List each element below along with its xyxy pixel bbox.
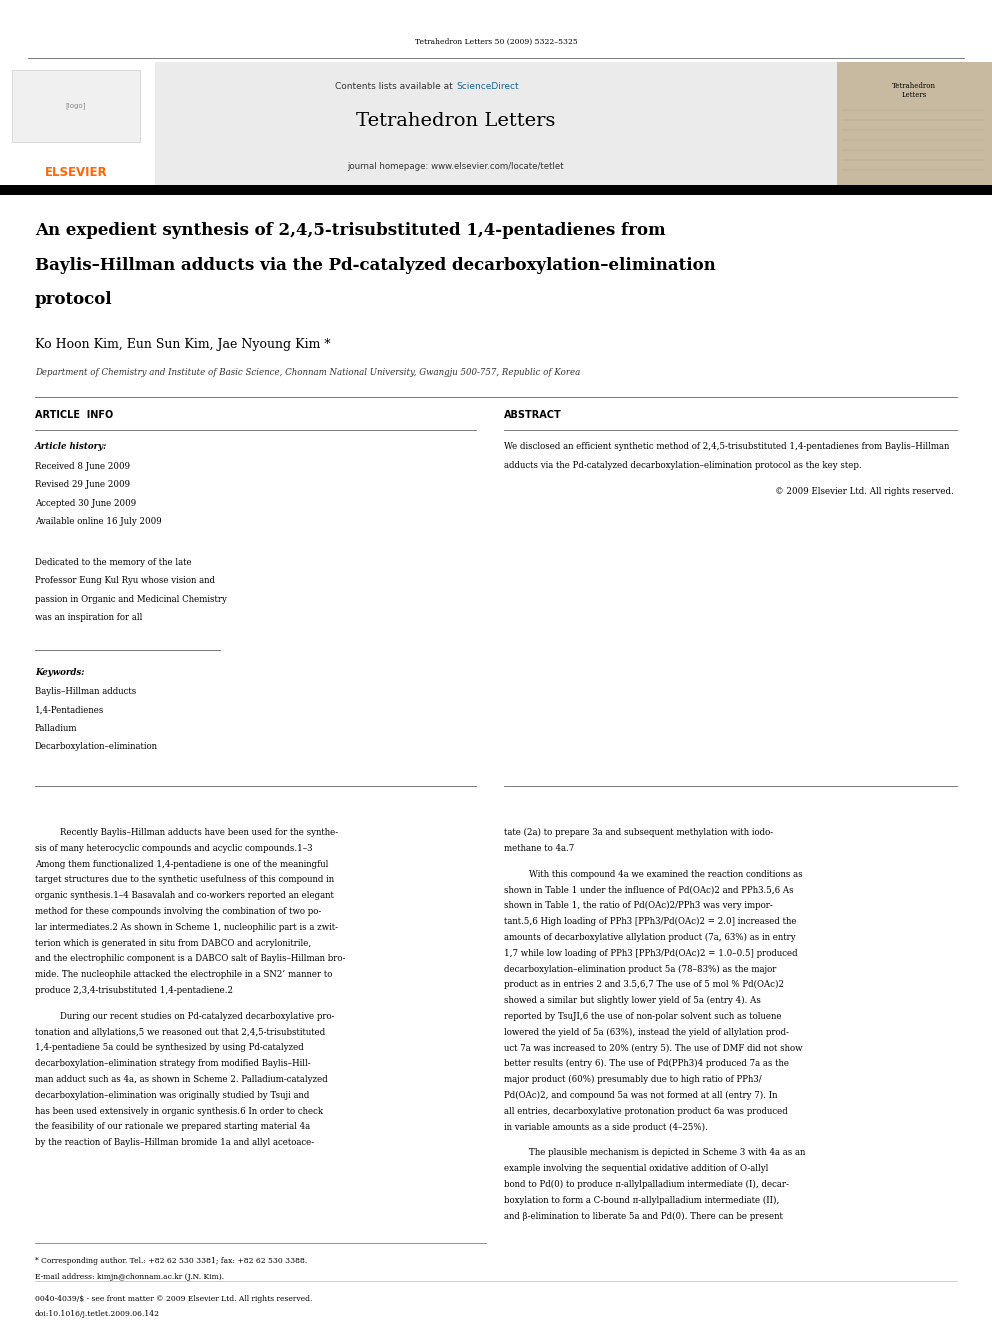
Text: organic synthesis.1–4 Basavalah and co-workers reported an elegant: organic synthesis.1–4 Basavalah and co-w… bbox=[35, 892, 334, 900]
Text: all entries, decarboxylative protonation product 6a was produced: all entries, decarboxylative protonation… bbox=[504, 1106, 788, 1115]
Text: methane to 4a.7: methane to 4a.7 bbox=[504, 844, 574, 853]
Text: Accepted 30 June 2009: Accepted 30 June 2009 bbox=[35, 499, 136, 508]
Text: major product (60%) presumably due to high ratio of PPh3/: major product (60%) presumably due to hi… bbox=[504, 1076, 762, 1084]
Text: Available online 16 July 2009: Available online 16 July 2009 bbox=[35, 517, 162, 527]
Text: by the reaction of Baylis–Hillman bromide 1a and allyl acetoace-: by the reaction of Baylis–Hillman bromid… bbox=[35, 1138, 314, 1147]
Bar bbox=[0, 62, 155, 188]
Text: decarboxylation–elimination product 5a (78–83%) as the major: decarboxylation–elimination product 5a (… bbox=[504, 964, 777, 974]
Text: Baylis–Hillman adducts: Baylis–Hillman adducts bbox=[35, 687, 136, 696]
Bar bbox=[0, 185, 992, 194]
Text: tate (2a) to prepare 3a and subsequent methylation with iodo-: tate (2a) to prepare 3a and subsequent m… bbox=[504, 828, 773, 837]
Text: adducts via the Pd-catalyzed decarboxylation–elimination protocol as the key ste: adducts via the Pd-catalyzed decarboxyla… bbox=[504, 460, 862, 470]
Text: has been used extensively in organic synthesis.6 In order to check: has been used extensively in organic syn… bbox=[35, 1106, 323, 1115]
Text: target structures due to the synthetic usefulness of this compound in: target structures due to the synthetic u… bbox=[35, 876, 334, 884]
Text: An expedient synthesis of 2,4,5-trisubstituted 1,4-pentadienes from: An expedient synthesis of 2,4,5-trisubst… bbox=[35, 222, 666, 239]
Text: mide. The nucleophile attacked the electrophile in a SN2’ manner to: mide. The nucleophile attacked the elect… bbox=[35, 970, 332, 979]
Text: bond to Pd(0) to produce π-allylpalladium intermediate (I), decar-: bond to Pd(0) to produce π-allylpalladiu… bbox=[504, 1180, 789, 1189]
Text: Revised 29 June 2009: Revised 29 June 2009 bbox=[35, 480, 130, 490]
Text: boxylation to form a C-bound π-allylpalladium intermediate (II),: boxylation to form a C-bound π-allylpall… bbox=[504, 1196, 780, 1205]
Text: With this compound 4a we examined the reaction conditions as: With this compound 4a we examined the re… bbox=[529, 869, 803, 878]
Text: Keywords:: Keywords: bbox=[35, 668, 84, 677]
Text: and the electrophilic component is a DABCO salt of Baylis–Hillman bro-: and the electrophilic component is a DAB… bbox=[35, 954, 345, 963]
Text: was an inspiration for all: was an inspiration for all bbox=[35, 614, 143, 623]
Text: product as in entries 2 and 3.5,6,7 The use of 5 mol % Pd(OAc)2: product as in entries 2 and 3.5,6,7 The … bbox=[504, 980, 784, 990]
Text: 0040-4039/$ - see front matter © 2009 Elsevier Ltd. All rights reserved.: 0040-4039/$ - see front matter © 2009 El… bbox=[35, 1295, 312, 1303]
Text: Among them functionalized 1,4-pentadiene is one of the meaningful: Among them functionalized 1,4-pentadiene… bbox=[35, 860, 328, 869]
Text: 1,4-Pentadienes: 1,4-Pentadienes bbox=[35, 705, 104, 714]
Text: man adduct such as 4a, as shown in Scheme 2. Palladium-catalyzed: man adduct such as 4a, as shown in Schem… bbox=[35, 1076, 327, 1084]
Text: produce 2,3,4-trisubstituted 1,4-pentadiene.2: produce 2,3,4-trisubstituted 1,4-pentadi… bbox=[35, 986, 233, 995]
Text: 1,4-pentadiene 5a could be synthesized by using Pd-catalyzed: 1,4-pentadiene 5a could be synthesized b… bbox=[35, 1044, 304, 1052]
Text: lowered the yield of 5a (63%), instead the yield of allylation prod-: lowered the yield of 5a (63%), instead t… bbox=[504, 1028, 789, 1037]
Text: decarboxylation–elimination was originally studied by Tsuji and: decarboxylation–elimination was original… bbox=[35, 1090, 310, 1099]
Text: decarboxylation–elimination strategy from modified Baylis–Hill-: decarboxylation–elimination strategy fro… bbox=[35, 1060, 310, 1068]
Text: amounts of decarboxylative allylation product (7a, 63%) as in entry: amounts of decarboxylative allylation pr… bbox=[504, 933, 796, 942]
Text: passion in Organic and Medicinal Chemistry: passion in Organic and Medicinal Chemist… bbox=[35, 595, 227, 605]
Text: Professor Eung Kul Ryu whose vision and: Professor Eung Kul Ryu whose vision and bbox=[35, 577, 215, 586]
Text: terion which is generated in situ from DABCO and acrylonitrile,: terion which is generated in situ from D… bbox=[35, 938, 311, 947]
Text: During our recent studies on Pd-catalyzed decarboxylative pro-: During our recent studies on Pd-catalyze… bbox=[60, 1012, 334, 1021]
Text: Received 8 June 2009: Received 8 June 2009 bbox=[35, 462, 130, 471]
Text: Palladium: Palladium bbox=[35, 724, 77, 733]
Text: The plausible mechanism is depicted in Scheme 3 with 4a as an: The plausible mechanism is depicted in S… bbox=[529, 1148, 806, 1158]
Text: Dedicated to the memory of the late: Dedicated to the memory of the late bbox=[35, 558, 191, 568]
Text: Pd(OAc)2, and compound 5a was not formed at all (entry 7). In: Pd(OAc)2, and compound 5a was not formed… bbox=[504, 1090, 778, 1099]
Text: shown in Table 1, the ratio of Pd(OAc)2/PPh3 was very impor-: shown in Table 1, the ratio of Pd(OAc)2/… bbox=[504, 901, 773, 910]
Text: E-mail address: kimjn@chonnam.ac.kr (J.N. Kim).: E-mail address: kimjn@chonnam.ac.kr (J.N… bbox=[35, 1273, 224, 1281]
Text: journal homepage: www.elsevier.com/locate/tetlet: journal homepage: www.elsevier.com/locat… bbox=[347, 161, 564, 171]
Text: showed a similar but slightly lower yield of 5a (entry 4). As: showed a similar but slightly lower yiel… bbox=[504, 996, 761, 1005]
Text: We disclosed an efficient synthetic method of 2,4,5-trisubstituted 1,4-pentadien: We disclosed an efficient synthetic meth… bbox=[504, 442, 949, 451]
Text: reported by TsuJI,6 the use of non-polar solvent such as toluene: reported by TsuJI,6 the use of non-polar… bbox=[504, 1012, 782, 1021]
Text: ScienceDirect: ScienceDirect bbox=[456, 82, 519, 91]
Bar bbox=[12, 70, 140, 142]
Text: Recently Baylis–Hillman adducts have been used for the synthe-: Recently Baylis–Hillman adducts have bee… bbox=[60, 828, 338, 837]
Text: © 2009 Elsevier Ltd. All rights reserved.: © 2009 Elsevier Ltd. All rights reserved… bbox=[776, 487, 954, 496]
Text: Article history:: Article history: bbox=[35, 442, 107, 451]
Text: shown in Table 1 under the influence of Pd(OAc)2 and PPh3.5,6 As: shown in Table 1 under the influence of … bbox=[504, 885, 794, 894]
Text: in variable amounts as a side product (4–25%).: in variable amounts as a side product (4… bbox=[504, 1122, 708, 1131]
Text: example involving the sequential oxidative addition of O-allyl: example involving the sequential oxidati… bbox=[504, 1164, 769, 1174]
Text: Baylis–Hillman adducts via the Pd-catalyzed decarboxylation–elimination: Baylis–Hillman adducts via the Pd-cataly… bbox=[35, 257, 716, 274]
Text: method for these compounds involving the combination of two po-: method for these compounds involving the… bbox=[35, 908, 321, 916]
Text: lar intermediates.2 As shown in Scheme 1, nucleophilic part is a zwit-: lar intermediates.2 As shown in Scheme 1… bbox=[35, 923, 338, 931]
Text: * Corresponding author. Tel.: +82 62 530 3381; fax: +82 62 530 3388.: * Corresponding author. Tel.: +82 62 530… bbox=[35, 1257, 308, 1265]
Text: Department of Chemistry and Institute of Basic Science, Chonnam National Univers: Department of Chemistry and Institute of… bbox=[35, 368, 580, 377]
Bar bbox=[837, 62, 992, 188]
Text: uct 7a was increased to 20% (entry 5). The use of DMF did not show: uct 7a was increased to 20% (entry 5). T… bbox=[504, 1044, 803, 1053]
Bar bbox=[155, 62, 837, 188]
Text: and β-elimination to liberate 5a and Pd(0). There can be present: and β-elimination to liberate 5a and Pd(… bbox=[504, 1212, 783, 1221]
Text: the feasibility of our rationale we prepared starting material 4a: the feasibility of our rationale we prep… bbox=[35, 1122, 310, 1131]
Text: ARTICLE  INFO: ARTICLE INFO bbox=[35, 410, 113, 419]
Text: sis of many heterocyclic compounds and acyclic compounds.1–3: sis of many heterocyclic compounds and a… bbox=[35, 844, 312, 853]
Text: Tetrahedron
Letters: Tetrahedron Letters bbox=[892, 82, 936, 99]
Text: ELSEVIER: ELSEVIER bbox=[45, 165, 107, 179]
Text: better results (entry 6). The use of Pd(PPh3)4 produced 7a as the: better results (entry 6). The use of Pd(… bbox=[504, 1060, 789, 1069]
Text: doi:10.1016/j.tetlet.2009.06.142: doi:10.1016/j.tetlet.2009.06.142 bbox=[35, 1310, 160, 1318]
Text: Decarboxylation–elimination: Decarboxylation–elimination bbox=[35, 742, 158, 751]
Text: [logo]: [logo] bbox=[65, 103, 86, 110]
Text: Ko Hoon Kim, Eun Sun Kim, Jae Nyoung Kim *: Ko Hoon Kim, Eun Sun Kim, Jae Nyoung Kim… bbox=[35, 337, 330, 351]
Text: Tetrahedron Letters 50 (2009) 5322–5325: Tetrahedron Letters 50 (2009) 5322–5325 bbox=[415, 38, 577, 46]
Text: ABSTRACT: ABSTRACT bbox=[504, 410, 561, 419]
Text: Contents lists available at: Contents lists available at bbox=[335, 82, 456, 91]
Text: tonation and allylations,5 we reasoned out that 2,4,5-trisubstituted: tonation and allylations,5 we reasoned o… bbox=[35, 1028, 325, 1037]
Text: 1,7 while low loading of PPh3 [PPh3/Pd(OAc)2 = 1.0–0.5] produced: 1,7 while low loading of PPh3 [PPh3/Pd(O… bbox=[504, 949, 798, 958]
Text: tant.5,6 High loading of PPh3 [PPh3/Pd(OAc)2 = 2.0] increased the: tant.5,6 High loading of PPh3 [PPh3/Pd(O… bbox=[504, 917, 797, 926]
Text: Tetrahedron Letters: Tetrahedron Letters bbox=[356, 112, 556, 130]
Text: protocol: protocol bbox=[35, 291, 113, 308]
